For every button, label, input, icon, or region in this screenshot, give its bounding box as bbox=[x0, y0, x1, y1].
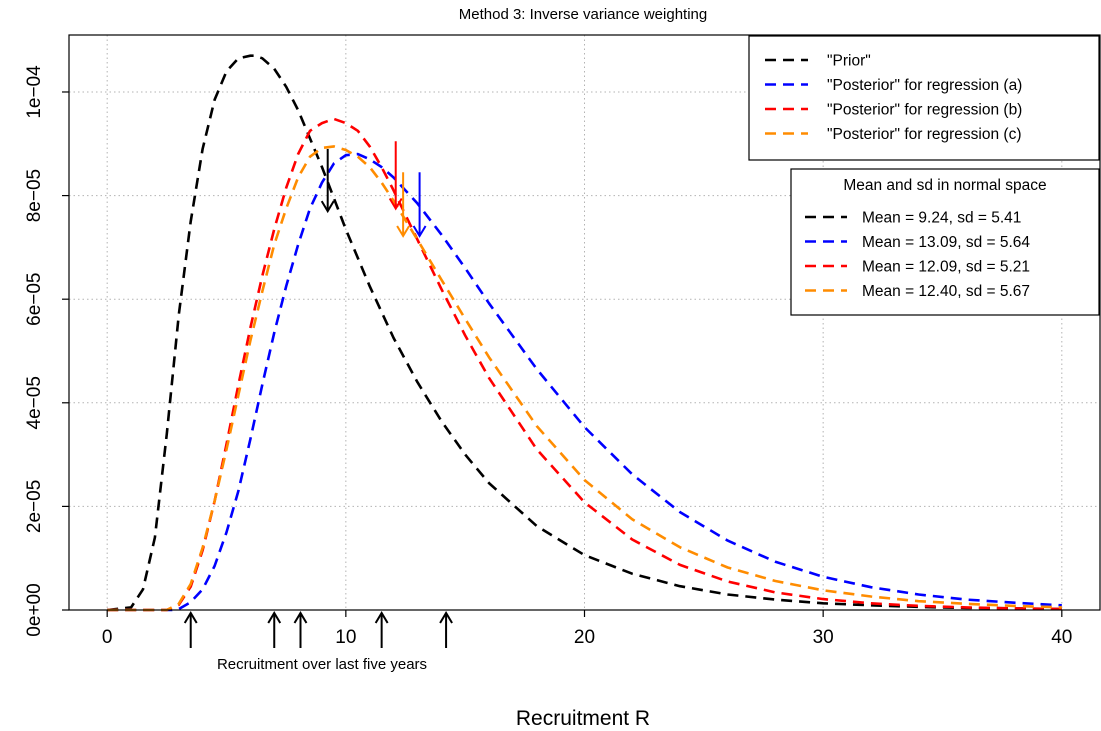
legend-series-label-1: "Posterior" for regression (a) bbox=[827, 77, 1022, 94]
recruitment-arrow-2 bbox=[293, 611, 308, 648]
series-line-1 bbox=[107, 152, 1062, 612]
legend-series-label-0: "Prior" bbox=[827, 53, 871, 70]
mean-arrows bbox=[320, 141, 427, 238]
legend-series-label-2: "Posterior" for regression (b) bbox=[827, 102, 1022, 119]
legend-mean-sd-label-3: Mean = 12.40, sd = 5.67 bbox=[862, 283, 1030, 300]
recruitment-label: Recruitment over last five years bbox=[217, 656, 427, 673]
legend-mean-sd-title: Mean and sd in normal space bbox=[843, 177, 1046, 194]
recruitment-arrow-3 bbox=[374, 611, 389, 648]
y-tick-label-5: 1e−04 bbox=[24, 65, 45, 119]
recruitment-arrow-4 bbox=[439, 611, 453, 648]
recruitment-arrows bbox=[183, 611, 453, 648]
x-tick-label-2: 20 bbox=[574, 627, 595, 648]
legend-series-box bbox=[748, 35, 1100, 161]
x-tick-label-1: 10 bbox=[335, 627, 356, 648]
mean-arrow-3 bbox=[396, 172, 410, 238]
recruitment-arrow-0 bbox=[183, 611, 198, 648]
series-line-3 bbox=[107, 145, 1062, 612]
legend-mean-sd-label-0: Mean = 9.24, sd = 5.41 bbox=[862, 210, 1021, 227]
mean-arrow-1 bbox=[412, 172, 427, 238]
x-tick-label-3: 30 bbox=[813, 627, 834, 648]
series-layer bbox=[107, 54, 1062, 612]
chart-title: Method 3: Inverse variance weighting bbox=[459, 6, 707, 23]
y-tick-label-4: 8e−05 bbox=[24, 169, 45, 222]
mean-arrow-0 bbox=[320, 148, 335, 214]
x-axis: 0 10 20 30 40 bbox=[102, 610, 1072, 648]
y-tick-label-1: 2e−05 bbox=[24, 480, 45, 533]
legend-series-label-3: "Posterior" for regression (c) bbox=[827, 126, 1021, 143]
series-line-0 bbox=[107, 54, 1062, 612]
legend-mean-sd: Mean and sd in normal space Mean = 9.24, … bbox=[790, 168, 1100, 316]
y-tick-label-3: 6e−05 bbox=[24, 273, 45, 326]
x-tick-label-4: 40 bbox=[1051, 627, 1072, 648]
legend-mean-sd-label-1: Mean = 13.09, sd = 5.64 bbox=[862, 234, 1030, 251]
legend-mean-sd-label-2: Mean = 12.09, sd = 5.21 bbox=[862, 259, 1030, 276]
legend-series: "Prior" "Posterior" for regression (a) "Po… bbox=[748, 35, 1100, 161]
x-axis-title: Recruitment R bbox=[516, 707, 650, 730]
x-tick-label-0: 0 bbox=[102, 627, 113, 648]
y-axis: 0e+00 2e−05 4e−05 6e−05 8e−05 1e−04 bbox=[24, 65, 69, 637]
y-tick-label-0: 0e+00 bbox=[24, 583, 45, 636]
mean-arrow-2 bbox=[388, 141, 403, 211]
y-tick-label-2: 4e−05 bbox=[24, 376, 45, 429]
recruitment-arrow-1 bbox=[267, 611, 282, 648]
